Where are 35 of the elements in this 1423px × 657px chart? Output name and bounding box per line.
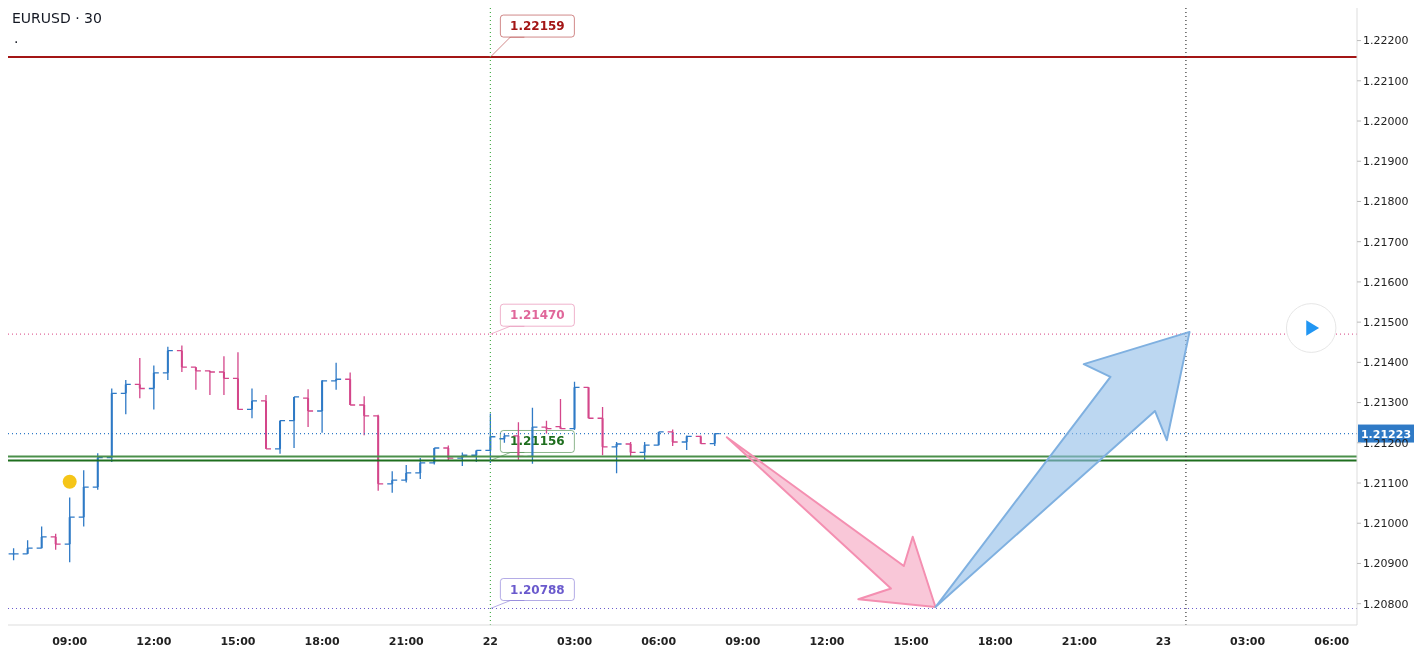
x-tick-label: 03:00 (557, 635, 593, 648)
y-tick-label: 1.21600 (1363, 275, 1409, 289)
y-tick-label: 1.20800 (1363, 597, 1409, 611)
y-tick-label: 1.21400 (1363, 356, 1409, 370)
x-tick-label: 18:00 (304, 635, 340, 648)
y-tick-label: 1.21800 (1363, 195, 1409, 209)
y-tick-label: 1.21900 (1363, 155, 1409, 169)
chart-title: EURUSD · 30 (12, 10, 102, 26)
x-tick-label: 12:00 (136, 635, 172, 648)
x-tick-label: 18:00 (977, 635, 1014, 648)
text: . (14, 30, 19, 46)
x-tick-label: 22 (482, 635, 499, 648)
y-tick-label: 1.22200 (1363, 34, 1409, 48)
x-tick-label: 06:00 (641, 635, 677, 648)
x-tick-label: 23 (1155, 635, 1172, 648)
annotation: 1.20788 (510, 582, 565, 597)
y-tick-label: 1.20900 (1363, 557, 1409, 571)
x-tick-label: 15:00 (893, 635, 929, 648)
y-tick-label: 1.21100 (1363, 476, 1409, 490)
x-tick-label: 06:00 (1314, 635, 1350, 648)
x-tick-label: 21:00 (1061, 635, 1098, 648)
y-tick-label: 1.21700 (1363, 235, 1409, 249)
x-tick-label: 09:00 (52, 635, 88, 648)
x-tick-label: 12:00 (809, 635, 845, 648)
y-tick-label: 1.21500 (1363, 316, 1409, 330)
annotation: 1.21470 (510, 308, 565, 323)
y-tick-label: 1.22000 (1363, 114, 1409, 128)
y-tick-label: 1.22100 (1363, 74, 1409, 88)
x-tick-label: 09:00 (725, 635, 761, 648)
y-tick-label: 1.21000 (1363, 517, 1409, 531)
x-tick-label: 03:00 (1230, 635, 1266, 648)
x-tick-label: 15:00 (220, 635, 256, 648)
y-tick-label: 1.21300 (1363, 396, 1409, 410)
x-tick-label: 21:00 (388, 635, 425, 648)
annotation: 1.22159 (510, 19, 565, 34)
